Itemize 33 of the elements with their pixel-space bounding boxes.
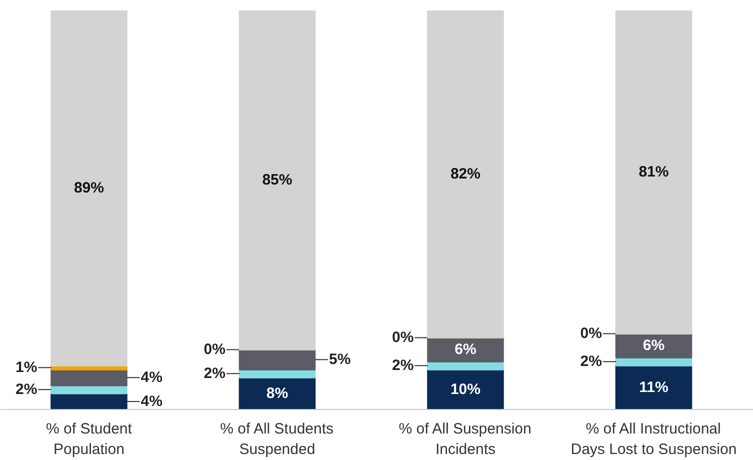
data-label: 4%	[140, 393, 162, 410]
bar	[238, 348, 316, 370]
data-label: 4%	[140, 369, 162, 386]
bar	[50, 368, 128, 386]
bar	[427, 10, 504, 338]
data-label: 2%	[204, 365, 226, 382]
bar	[615, 364, 692, 410]
data-label: 0%	[392, 329, 414, 346]
x-tick-label: % of All Suspension Incidents	[398, 420, 532, 458]
data-label: 2%	[580, 353, 602, 370]
data-label: 2%	[392, 357, 414, 374]
data-label: 0%	[580, 325, 602, 342]
bar	[427, 336, 504, 362]
x-tick-label: % of All Students Suspended	[220, 420, 334, 458]
x-tick-label: % of Student Population	[46, 420, 133, 458]
bar	[238, 10, 316, 350]
data-label: 10%	[450, 381, 480, 398]
bar	[615, 10, 692, 334]
data-label: 85%	[262, 172, 292, 189]
data-label: 6%	[642, 337, 665, 354]
data-label: 81%	[638, 164, 669, 181]
bar	[50, 10, 128, 366]
data-label: 11%	[639, 379, 668, 396]
data-label: 2%	[16, 381, 38, 398]
bar	[615, 332, 692, 358]
data-label: 8%	[266, 385, 288, 402]
data-label: 89%	[74, 180, 104, 197]
data-label: 82%	[450, 166, 480, 183]
data-label: 5%	[328, 351, 351, 368]
data-label: 0%	[204, 341, 226, 358]
x-tick-label: % of All Instructional Days Lost to Suspension	[570, 420, 737, 458]
data-label: 1%	[16, 359, 38, 376]
data-label: 6%	[454, 341, 476, 358]
